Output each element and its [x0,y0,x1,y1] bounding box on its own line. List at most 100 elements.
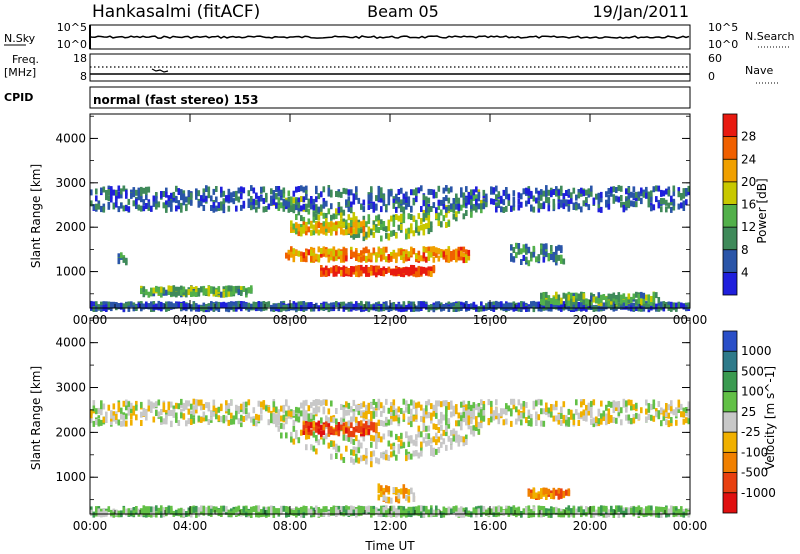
echo-cell [465,210,468,216]
echo-cell [307,201,311,208]
echo-cell [160,409,163,415]
echo-cell [515,252,518,259]
echo-cell [265,304,268,311]
echo-cell [535,197,538,204]
echo-cell [237,196,241,203]
echo-cell [257,511,261,518]
echo-cell [380,187,383,194]
echo-cell [225,291,228,298]
echo-cell [337,221,341,228]
echo-cell [417,431,421,438]
colorbar-swatch [723,249,737,273]
echo-cell [302,400,306,407]
echo-cell [380,255,383,262]
echo-cell [450,438,453,444]
echo-cell [125,302,128,309]
echo-cell [227,285,231,292]
echo-cell [315,425,318,432]
echo-cell [395,415,398,422]
echo-cell [360,442,363,449]
echo-cell [520,259,523,265]
echo-cell [255,505,258,512]
echo-cell [552,203,556,210]
echo-cell [305,410,308,417]
echo-cell [527,198,531,205]
echo-cell [655,292,658,299]
echo-cell [580,190,583,197]
echo-cell [202,415,206,422]
echo-cell [510,507,513,514]
echo-cell [425,440,428,447]
echo-cell [460,187,463,194]
echo-cell [615,303,618,310]
echo-cell [380,206,383,213]
echo-cell [350,456,353,463]
echo-cell [195,511,198,518]
echo-cell [667,421,671,428]
echo-cell [412,496,416,502]
echo-cell [155,200,158,207]
echo-cell [500,301,503,308]
echo-cell [212,405,216,411]
nsky-tick-bottom: 10^0 [57,38,87,51]
echo-cell [325,433,328,440]
echo-cell [450,443,453,450]
echo-cell [332,417,336,424]
echo-cell [315,223,318,230]
echo-cell [397,189,401,195]
echo-cell [645,416,648,423]
echo-cell [517,248,521,255]
echo-cell [320,417,323,424]
echo-cell [267,406,271,413]
echo-cell [152,287,156,294]
echo-cell [437,185,441,192]
echo-cell [247,305,251,312]
echo-cell [447,197,451,204]
echo-cell [260,509,263,516]
echo-cell [325,303,328,310]
echo-cell [537,505,541,512]
echo-cell [642,191,646,198]
echo-cell [427,220,431,227]
echo-cell [282,187,286,194]
echo-cell [112,203,116,210]
echo-cell [287,410,291,417]
echo-cell [117,419,121,426]
echo-cell [635,191,638,198]
echo-cell [440,417,443,424]
echo-cell [242,416,246,422]
echo-cell [370,203,373,209]
echo-cell [232,198,236,205]
echo-cell [307,415,311,422]
echo-cell [430,449,433,456]
echo-cell [375,457,378,464]
echo-cell [495,194,498,201]
echo-cell [252,187,256,194]
echo-cell [545,185,548,192]
echo-cell [462,400,466,407]
echo-cell [452,254,456,260]
nsearch-label: N.Search [745,30,795,43]
echo-cell [622,398,626,405]
echo-cell [372,220,376,227]
echo-cell [615,417,618,424]
echo-cell [682,418,686,425]
echo-cell [587,402,591,409]
echo-cell [397,436,401,443]
echo-cell [315,505,318,512]
echo-cell [425,200,428,207]
echo-cell [475,198,478,205]
echo-cell [420,255,423,262]
y-tick-label: 4000 [55,131,86,145]
echo-cell [380,270,383,276]
echo-cell [492,506,496,513]
echo-cell [270,199,273,206]
echo-cell [405,233,408,240]
echo-cell [277,190,281,197]
echo-cell [290,509,293,516]
echo-cell [622,507,626,514]
echo-cell [417,305,421,312]
echo-cell [507,194,511,201]
echo-cell [107,203,111,210]
echo-cell [90,189,93,196]
